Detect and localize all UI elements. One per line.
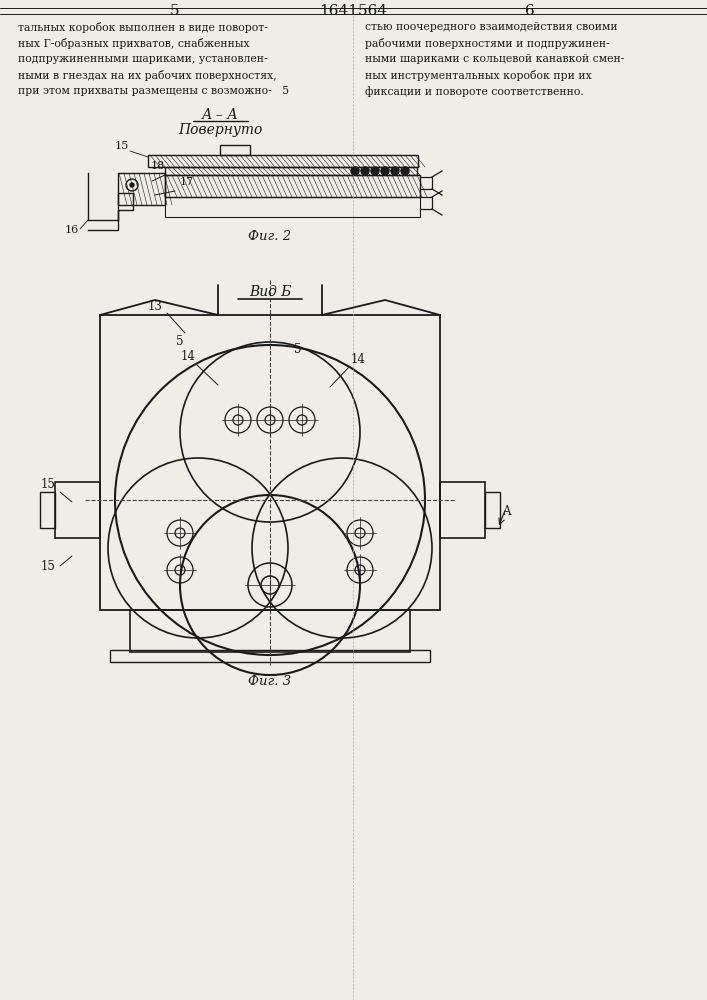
- Text: Фиг. 3: Фиг. 3: [248, 675, 291, 688]
- Circle shape: [391, 167, 399, 175]
- Text: рабочими поверхностями и подпружинен-: рабочими поверхностями и подпружинен-: [365, 38, 609, 49]
- Text: ными в гнездах на их рабочих поверхностях,: ными в гнездах на их рабочих поверхностя…: [18, 70, 276, 81]
- Text: фиксации и повороте соответственно.: фиксации и повороте соответственно.: [365, 86, 584, 97]
- Bar: [220, 145, 250, 155]
- Text: ными шариками с кольцевой канавкой смен-: ными шариками с кольцевой канавкой смен-: [365, 54, 624, 64]
- Text: ных инструментальных коробок при их: ных инструментальных коробок при их: [365, 70, 592, 81]
- Text: 17: 17: [180, 177, 194, 187]
- Text: 6: 6: [525, 4, 535, 18]
- Text: Вид Б: Вид Б: [249, 285, 291, 299]
- Bar: [130, 610, 410, 652]
- Bar: [485, 492, 500, 528]
- Bar: [40, 492, 55, 528]
- Bar: [100, 315, 440, 610]
- Text: 15: 15: [40, 478, 55, 491]
- Text: 18: 18: [151, 161, 165, 171]
- Text: 5: 5: [170, 4, 180, 18]
- Bar: [118, 173, 165, 205]
- Text: 15: 15: [115, 141, 129, 151]
- Bar: [165, 167, 417, 175]
- Text: Повернуто: Повернуто: [178, 123, 262, 137]
- Text: ных Г-образных прихватов, снабженных: ных Г-образных прихватов, снабженных: [18, 38, 250, 49]
- Text: А – А: А – А: [201, 108, 238, 122]
- Text: 5: 5: [294, 343, 302, 356]
- Text: A: A: [502, 505, 510, 518]
- Circle shape: [381, 167, 389, 175]
- Bar: [165, 175, 420, 197]
- Bar: [165, 197, 420, 217]
- Text: 16: 16: [65, 225, 79, 235]
- Text: 13: 13: [148, 300, 163, 313]
- Circle shape: [351, 167, 359, 175]
- Text: Фиг. 2: Фиг. 2: [248, 230, 291, 243]
- Text: 14: 14: [180, 350, 195, 363]
- Text: тальных коробок выполнен в виде поворот-: тальных коробок выполнен в виде поворот-: [18, 22, 268, 33]
- Bar: [148, 155, 418, 167]
- Circle shape: [371, 167, 379, 175]
- Text: подпружиненными шариками, установлен-: подпружиненными шариками, установлен-: [18, 54, 268, 64]
- Circle shape: [401, 167, 409, 175]
- Bar: [440, 482, 485, 538]
- Bar: [110, 650, 430, 662]
- Text: 14: 14: [351, 353, 366, 366]
- Bar: [55, 482, 100, 538]
- Text: 5: 5: [176, 335, 184, 348]
- Text: стью поочередного взаимодействия своими: стью поочередного взаимодействия своими: [365, 22, 618, 32]
- Text: 15: 15: [40, 560, 55, 573]
- Text: при этом прихваты размещены с возможно-   5: при этом прихваты размещены с возможно- …: [18, 86, 289, 96]
- Circle shape: [361, 167, 369, 175]
- Circle shape: [130, 183, 134, 187]
- Text: 1641564: 1641564: [319, 4, 387, 18]
